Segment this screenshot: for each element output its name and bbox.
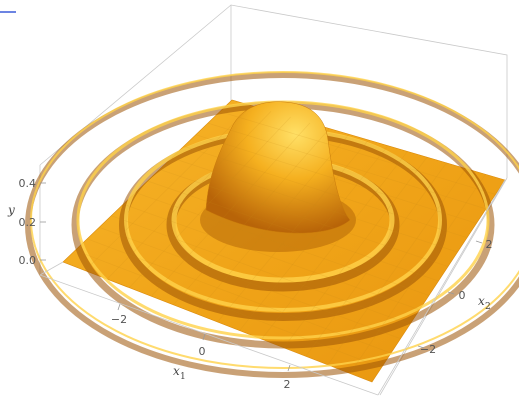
mesh-line — [159, 169, 449, 267]
mesh-line — [87, 238, 392, 354]
mesh-line — [217, 139, 369, 323]
mesh-line — [99, 226, 401, 340]
mesh-line — [84, 105, 252, 271]
mesh-line — [123, 203, 420, 311]
x2-tick-label: 2 — [486, 238, 493, 251]
mesh-line — [135, 192, 430, 296]
mesh-line — [305, 162, 447, 357]
x2-axis-subscript: 2 — [485, 302, 491, 312]
x1-axis-label: x — [173, 364, 180, 378]
mesh-line — [219, 111, 496, 195]
x1-tick-label: −2 — [111, 313, 127, 326]
mesh-line — [207, 122, 487, 210]
mesh-line — [195, 134, 350, 314]
x2-tick-label: −2 — [420, 343, 436, 356]
ripple-ring-highlight — [30, 71, 519, 369]
x2-tick-label: 0 — [459, 289, 466, 302]
mesh-line — [349, 174, 486, 374]
mesh-line — [111, 215, 411, 325]
central-peak — [205, 101, 351, 234]
mesh-line — [283, 156, 428, 348]
front-edges — [39, 179, 506, 396]
mesh-line — [327, 168, 467, 366]
mesh-line — [106, 111, 272, 280]
y-tick-label: 0.2 — [19, 216, 37, 229]
y-tick-label: 0.4 — [19, 177, 37, 190]
ripple-ring-shadow — [25, 72, 519, 378]
x1-tick-label: 2 — [284, 378, 291, 391]
mesh-line — [261, 151, 408, 340]
mesh-line — [74, 250, 382, 368]
x1-axis: −2 0 2 x 1 — [111, 303, 291, 391]
x1-axis-subscript: 1 — [180, 372, 186, 382]
mesh-line — [147, 180, 439, 282]
x2-axis-label: x — [478, 294, 485, 308]
mesh-line — [173, 128, 330, 306]
x2-axis: 2 0 −2 x 2 — [417, 238, 493, 356]
mesh-line — [151, 122, 311, 297]
x1-tick-label: 0 — [199, 345, 206, 358]
y-tick-label: 0.0 — [19, 254, 37, 267]
y-axis: 0.4 0.2 0.0 y — [7, 177, 46, 267]
y-axis-label: y — [7, 203, 15, 217]
mesh-line — [183, 145, 468, 239]
mesh-line — [128, 116, 291, 288]
mesh-line — [195, 134, 477, 224]
mesh-line — [239, 145, 389, 331]
surface-mesh — [74, 105, 496, 374]
mesh-line — [171, 157, 458, 253]
